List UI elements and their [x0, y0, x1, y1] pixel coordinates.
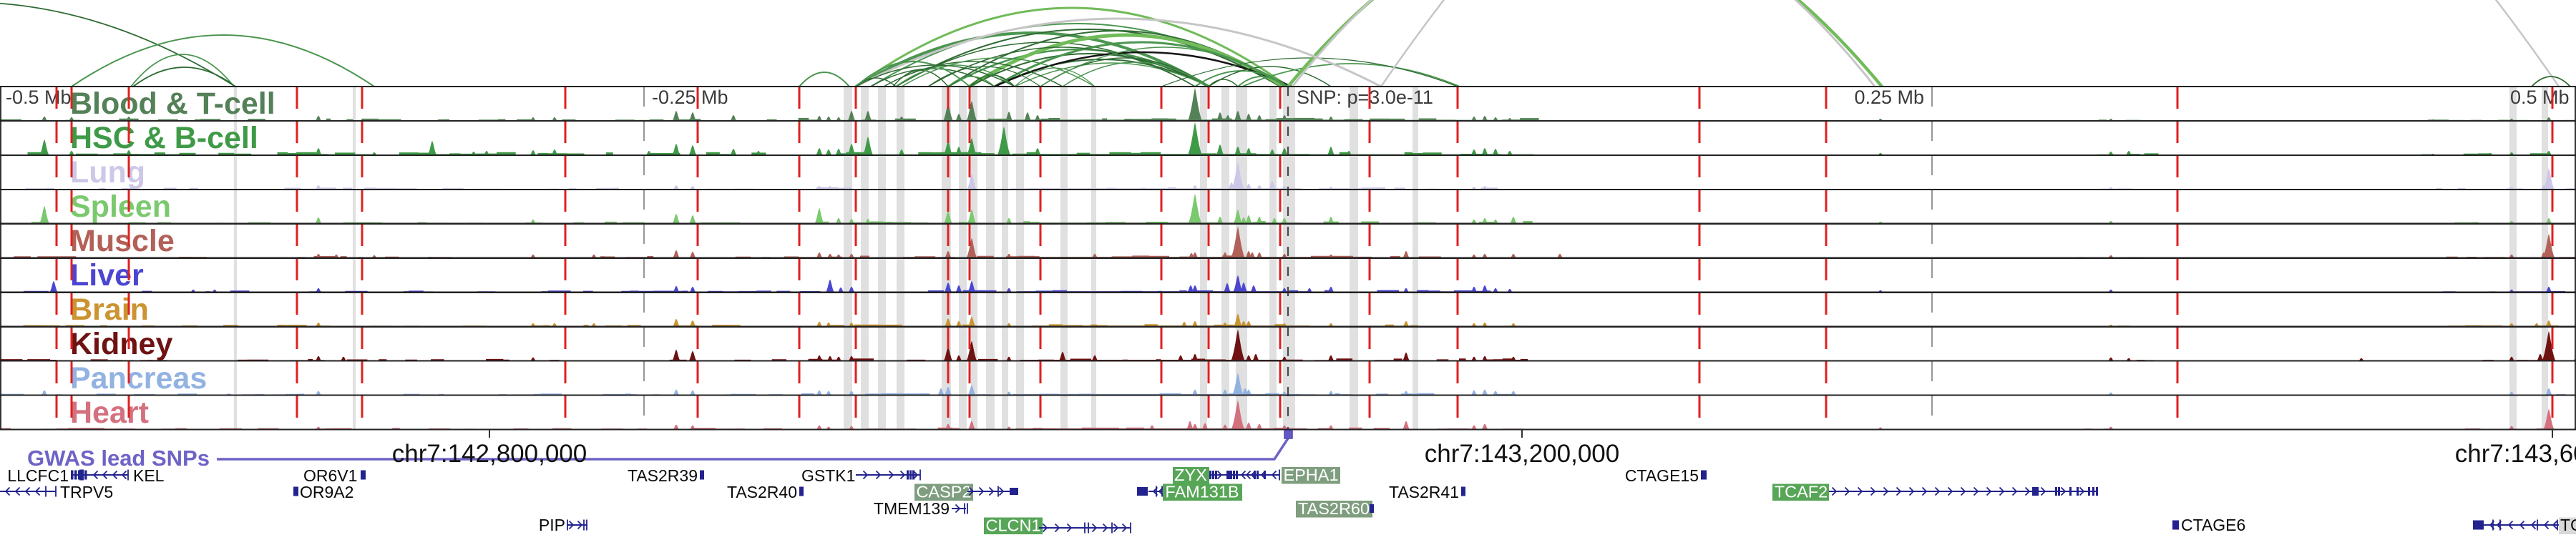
svg-text:CASP2: CASP2 — [916, 483, 971, 501]
svg-text:TAS2R60: TAS2R60 — [1298, 499, 1370, 518]
svg-text:KEL: KEL — [133, 466, 165, 485]
svg-text:Muscle: Muscle — [70, 224, 175, 258]
svg-text:GSTK1: GSTK1 — [801, 466, 855, 485]
svg-text:GWAS lead SNPs: GWAS lead SNPs — [27, 446, 210, 471]
svg-text:-0.25 Mb: -0.25 Mb — [652, 87, 728, 108]
svg-text:-0.5 Mb: -0.5 Mb — [6, 87, 72, 108]
svg-text:TAS2R41: TAS2R41 — [1389, 483, 1459, 501]
svg-text:chr7:143,600,000: chr7:143,600,000 — [2455, 440, 2576, 468]
svg-text:CTAGE6: CTAGE6 — [2181, 516, 2245, 534]
svg-text:EPHA1: EPHA1 — [1283, 466, 1338, 484]
svg-text:chr7:143,200,000: chr7:143,200,000 — [1425, 440, 1619, 468]
svg-text:SNP: p=3.0e-11: SNP: p=3.0e-11 — [1297, 87, 1433, 108]
svg-text:LLCFC1: LLCFC1 — [7, 466, 69, 485]
svg-text:Heart: Heart — [70, 396, 149, 430]
svg-text:Liver: Liver — [70, 258, 144, 293]
svg-text:0.25 Mb: 0.25 Mb — [1854, 87, 1924, 108]
svg-text:OR6V1: OR6V1 — [303, 466, 357, 485]
svg-text:Pancreas: Pancreas — [70, 361, 207, 396]
svg-text:FAM131B: FAM131B — [1165, 483, 1239, 501]
svg-text:CTAGE15: CTAGE15 — [1625, 466, 1699, 485]
svg-text:TMEM139: TMEM139 — [874, 499, 950, 518]
svg-text:ZYX: ZYX — [1174, 466, 1207, 484]
svg-text:TAS2R40: TAS2R40 — [727, 483, 797, 501]
svg-text:chr7:142,800,000: chr7:142,800,000 — [392, 440, 587, 468]
svg-text:HSC & B-cell: HSC & B-cell — [70, 121, 258, 155]
svg-text:TAS2R39: TAS2R39 — [628, 466, 698, 485]
svg-text:OR9A2: OR9A2 — [300, 483, 353, 501]
svg-text:0.5 Mb: 0.5 Mb — [2510, 87, 2570, 108]
svg-text:CLCN1: CLCN1 — [985, 516, 1040, 535]
svg-text:TCAF2: TCAF2 — [1775, 483, 1828, 501]
svg-text:Kidney: Kidney — [70, 327, 172, 361]
svg-text:Lung: Lung — [70, 155, 145, 190]
svg-text:TC: TC — [2560, 516, 2576, 534]
svg-text:PIP: PIP — [539, 516, 565, 534]
svg-text:Spleen: Spleen — [70, 190, 171, 224]
svg-text:Brain: Brain — [70, 293, 149, 327]
svg-text:Blood & T-cell: Blood & T-cell — [70, 87, 275, 121]
svg-text:TRPV5: TRPV5 — [60, 483, 113, 501]
